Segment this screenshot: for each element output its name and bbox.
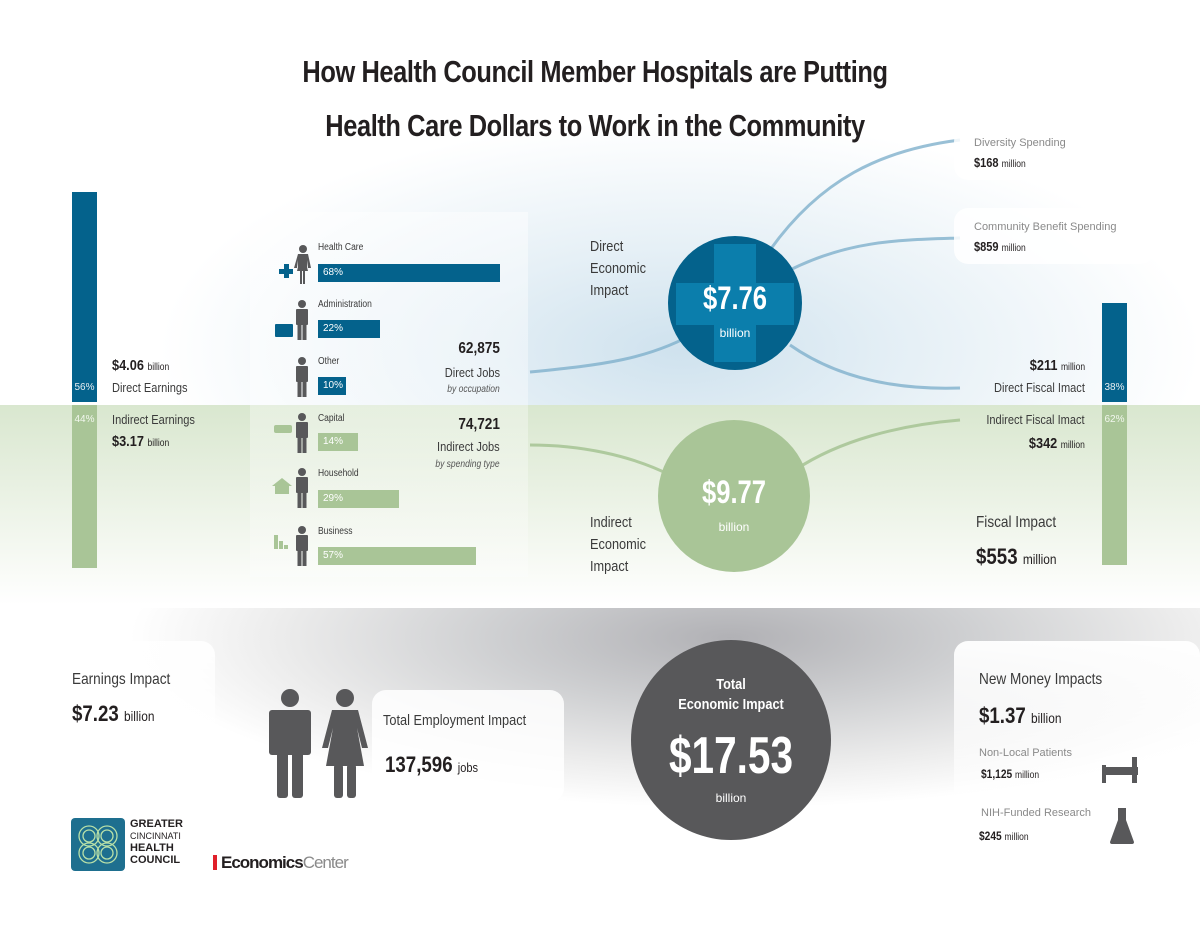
health-council-logo-text: GREATER CINCINNATI HEALTH COUNCIL	[130, 818, 183, 866]
economics-center-logo-bar	[213, 855, 217, 870]
total-impact-unit: billion	[715, 791, 747, 805]
indirect-fiscal-pct: 62%	[1104, 414, 1125, 425]
direct-impact-label: Direct Economic Impact	[590, 238, 646, 299]
category-label-health-care: Health Care	[318, 242, 364, 253]
earnings-impact-label: Earnings Impact	[72, 671, 171, 688]
indirect-jobs-count: 74,721	[458, 416, 500, 433]
employment-impact-card: Total Employment Impact 137,596 jobs	[372, 690, 564, 802]
diversity-spending-card: Diversity Spending $168 million	[954, 128, 1134, 180]
new-money-value: $1.37 billion	[979, 703, 1062, 728]
page-title-line-2: Health Care Dollars to Work in the Commu…	[325, 108, 865, 143]
page-title-line-1: How Health Council Member Hospitals are …	[302, 54, 888, 89]
direct-impact-unit: billion	[719, 326, 751, 340]
new-money-card: New Money Impacts $1.37 billion Non-Loca…	[954, 641, 1200, 806]
indirect-earnings-bar	[72, 405, 97, 568]
category-label-household: Household	[318, 468, 359, 479]
direct-impact-circle: $7.76 billion	[668, 236, 802, 370]
direct-fiscal-bar	[1102, 303, 1127, 402]
indirect-earnings-pct: 44%	[74, 414, 95, 425]
direct-earnings-pct: 56%	[74, 382, 95, 393]
direct-earnings-value: $4.06 billion	[112, 357, 170, 374]
indirect-impact-unit: billion	[718, 520, 750, 534]
female-person-large-icon	[322, 689, 368, 798]
earnings-impact-card: Earnings Impact $7.23 billion	[0, 641, 215, 801]
female-person-icon	[294, 245, 311, 284]
community-benefit-value: $859 million	[974, 239, 1026, 254]
bar-health-care: 68%	[318, 264, 500, 282]
indirect-impact-circle: $9.77 billion	[658, 420, 810, 572]
non-local-patients-value: $1,125 million	[981, 767, 1040, 781]
indirect-fiscal-label: Indirect Fiscal Imact	[986, 412, 1085, 427]
medical-cross-icon	[279, 264, 293, 278]
non-local-patients-label: Non-Local Patients	[979, 747, 1072, 759]
diversity-spending-label: Diversity Spending	[974, 137, 1066, 149]
employment-impact-label: Total Employment Impact	[383, 712, 527, 729]
direct-earnings-bar	[72, 192, 97, 402]
indirect-fiscal-value: $342 million	[1028, 435, 1085, 452]
bar-household: 29%	[318, 490, 399, 508]
indirect-earnings-label: Indirect Earnings	[112, 412, 195, 427]
bar-business: 57%	[318, 547, 476, 565]
direct-fiscal-pct: 38%	[1104, 382, 1125, 393]
briefcase-icon	[275, 324, 293, 337]
earnings-impact-value: $7.23 billion	[72, 701, 155, 726]
indirect-earnings-value: $3.17 billion	[112, 433, 170, 450]
indirect-section-background	[0, 405, 1200, 605]
nih-research-value: $245 million	[979, 829, 1029, 843]
male-person-icon	[296, 526, 308, 566]
total-impact-label-1: Total	[716, 676, 746, 693]
fiscal-impact-value: $553 million	[976, 544, 1057, 569]
flask-icon	[1110, 808, 1134, 844]
category-label-business: Business	[318, 526, 353, 537]
health-council-logo-mark	[71, 818, 125, 871]
fiscal-impact-label: Fiscal Impact	[976, 514, 1057, 531]
direct-jobs-count: 62,875	[458, 340, 500, 357]
cross-horizontal	[676, 283, 794, 325]
bar-other: 10%	[318, 377, 346, 395]
total-impact-circle: Total Economic Impact $17.53 billion	[631, 640, 831, 840]
direct-earnings-label: Direct Earnings	[112, 380, 188, 395]
bar-capital: 14%	[318, 433, 358, 451]
male-person-icon	[296, 357, 308, 397]
new-money-label: New Money Impacts	[979, 671, 1103, 688]
indirect-impact-label: Indirect Economic Impact	[590, 514, 646, 575]
direct-fiscal-label: Direct Fiscal Imact	[994, 380, 1085, 395]
category-label-administration: Administration	[318, 299, 372, 310]
direct-jobs-sublabel: by occupation	[447, 384, 500, 395]
nih-research-label: NIH-Funded Research	[981, 807, 1092, 819]
money-icon	[274, 425, 292, 433]
male-person-icon	[296, 413, 308, 453]
diversity-spending-value: $168 million	[974, 155, 1026, 170]
category-label-other: Other	[318, 356, 340, 367]
indirect-impact-amount: $9.77	[701, 474, 767, 510]
bed-icon	[1102, 757, 1138, 783]
indirect-jobs-label: Indirect Jobs	[437, 439, 500, 454]
economics-center-logo: EconomicsCenter	[221, 853, 349, 872]
indirect-jobs-sublabel: by spending type	[435, 459, 500, 470]
bar-chart-icon	[274, 535, 288, 549]
total-impact-label-2: Economic Impact	[678, 696, 784, 713]
direct-jobs-label: Direct Jobs	[444, 365, 500, 380]
house-icon	[272, 478, 292, 494]
male-person-icon	[296, 468, 308, 508]
direct-fiscal-value: $211 million	[1029, 357, 1085, 374]
direct-impact-amount: $7.76	[702, 280, 768, 316]
community-benefit-label: Community Benefit Spending	[974, 221, 1117, 233]
male-person-icon	[296, 300, 308, 340]
connector-curves	[529, 138, 961, 477]
male-person-large-icon	[269, 689, 311, 798]
total-impact-amount: $17.53	[668, 727, 794, 785]
bar-administration: 22%	[318, 320, 380, 338]
category-label-capital: Capital	[318, 413, 345, 424]
indirect-fiscal-bar	[1102, 405, 1127, 565]
community-benefit-card: Community Benefit Spending $859 million	[954, 208, 1154, 264]
employment-impact-value: 137,596 jobs	[385, 752, 479, 777]
